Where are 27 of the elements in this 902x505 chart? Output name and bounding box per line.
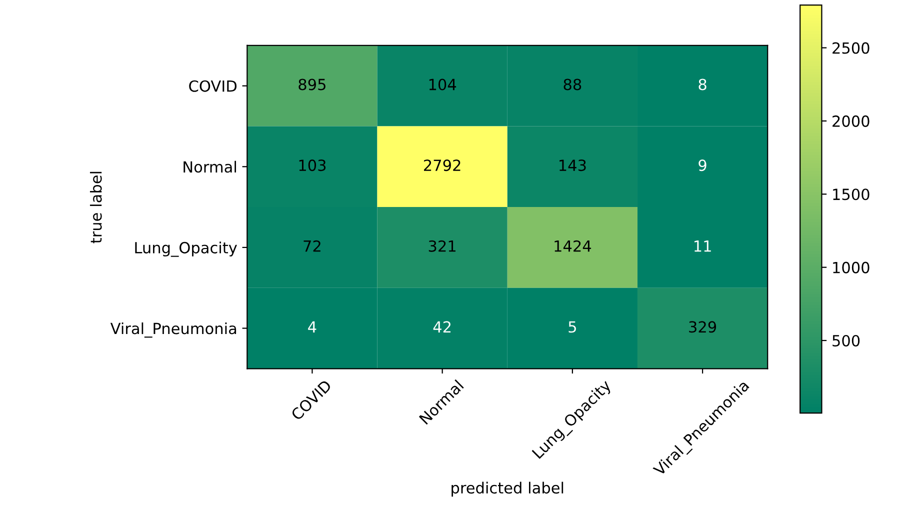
y-tick-label: Normal — [184, 160, 236, 173]
data-label: 5 — [568, 321, 576, 333]
data-label: 895 — [298, 78, 326, 90]
data-label: 103 — [299, 160, 326, 172]
data-label: 8 — [698, 78, 706, 90]
data-label: 104 — [429, 78, 456, 90]
y-tick-label: Lung_Opacity — [135, 242, 237, 257]
data-label: 1424 — [554, 240, 592, 252]
data-label: 88 — [564, 78, 582, 90]
data-label: 2792 — [424, 160, 460, 172]
data-label: 72 — [304, 240, 320, 252]
y-tick-label: COVID — [189, 80, 237, 92]
color-bar-label: 500 — [832, 334, 860, 347]
color-bar-label: 1500 — [833, 188, 870, 200]
data-label: 11 — [694, 240, 711, 252]
data-label: 329 — [689, 321, 716, 333]
y-tick-label: Viral_Pneumonia — [110, 322, 236, 338]
y-axis-title: true label — [90, 172, 102, 244]
color-bar-label: 2500 — [832, 42, 870, 54]
data-label: 42 — [433, 321, 451, 332]
color-bar-label: 1000 — [833, 262, 870, 274]
data-label: 9 — [698, 160, 706, 172]
data-label: 321 — [428, 240, 456, 252]
color-bar-label: 2000 — [832, 115, 870, 127]
data-label: 4 — [308, 321, 316, 332]
x-axis-title: predicted label — [452, 482, 564, 497]
data-label: 143 — [560, 160, 586, 172]
